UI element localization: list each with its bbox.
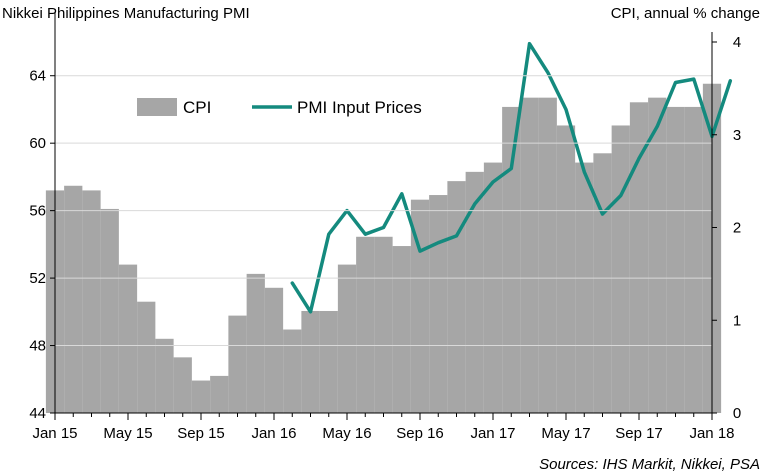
- cpi-bar: [283, 329, 302, 413]
- left-tick-label: 48: [29, 338, 46, 355]
- x-tick-label: May 15: [103, 425, 152, 442]
- cpi-bar: [520, 97, 539, 414]
- cpi-bar: [575, 162, 594, 413]
- legend: CPI PMI Input Prices: [137, 98, 422, 117]
- source-note: Sources: IHS Markit, Nikkei, PSA: [539, 456, 760, 473]
- left-tick-label: 44: [29, 405, 46, 422]
- right-tick-label: 0: [733, 405, 741, 422]
- cpi-bar: [356, 236, 375, 413]
- cpi-bar: [191, 380, 211, 413]
- left-tick-label: 56: [29, 203, 46, 220]
- chart-title: Nikkei Philippines Manufacturing PMI: [2, 5, 250, 22]
- x-tick-label: May 17: [541, 425, 590, 442]
- cpi-bar: [173, 357, 192, 413]
- x-tick-label: Jan 15: [32, 425, 77, 442]
- left-tick-label: 60: [29, 135, 46, 152]
- cpi-bar: [301, 310, 320, 413]
- left-tick-label: 52: [29, 270, 46, 287]
- cpi-bar: [648, 97, 667, 414]
- cpi-bar: [64, 185, 83, 413]
- cpi-bar: [374, 236, 393, 413]
- cpi-bar: [611, 125, 630, 413]
- cpi-bar: [556, 125, 576, 413]
- cpi-bar: [392, 246, 411, 413]
- x-tick-label: Sep 15: [177, 425, 225, 442]
- x-tick-label: Jan 18: [689, 425, 734, 442]
- legend-label-pmi: PMI Input Prices: [297, 98, 422, 117]
- cpi-bars: [45, 83, 722, 414]
- legend-label-cpi: CPI: [183, 98, 211, 117]
- cpi-bar: [100, 208, 119, 413]
- axes: 44 48 52 56 60 64 0 1 2 3 4 Jan 15 May 15 Sep 15 Jan 1…: [29, 12, 741, 442]
- cpi-bar: [465, 171, 484, 413]
- x-tick-label: Sep 17: [615, 425, 663, 442]
- right-tick-label: 4: [733, 34, 741, 51]
- cpi-bar: [410, 199, 430, 413]
- x-tick-label: Jan 17: [470, 425, 515, 442]
- cpi-bar: [629, 102, 649, 413]
- right-axis-label: CPI, annual % change: [611, 5, 760, 22]
- cpi-bar: [319, 310, 338, 413]
- cpi-bar: [118, 264, 138, 413]
- cpi-bar: [666, 106, 685, 414]
- x-tick-label: Sep 16: [396, 425, 444, 442]
- left-tick-label: 64: [29, 68, 46, 85]
- cpi-bar: [337, 264, 357, 413]
- cpi-bar: [210, 375, 229, 413]
- x-tick-label: Jan 16: [251, 425, 296, 442]
- right-tick-label: 3: [733, 127, 741, 144]
- legend-swatch-cpi: [137, 98, 177, 116]
- right-tick-label: 1: [733, 312, 741, 329]
- cpi-bar: [155, 338, 174, 413]
- right-tick-label: 2: [733, 220, 741, 237]
- cpi-bar: [137, 301, 156, 413]
- x-tick-label: May 16: [322, 425, 371, 442]
- cpi-bar: [82, 190, 101, 413]
- cpi-bar: [228, 315, 247, 413]
- cpi-bar: [483, 162, 503, 413]
- cpi-bar: [502, 106, 521, 414]
- cpi-bar: [246, 273, 265, 413]
- cpi-bar: [429, 195, 448, 413]
- cpi-bar: [264, 287, 284, 413]
- cpi-bar: [538, 97, 557, 414]
- cpi-bar: [593, 153, 612, 414]
- cpi-bar: [684, 106, 703, 414]
- cpi-bar: [447, 181, 466, 413]
